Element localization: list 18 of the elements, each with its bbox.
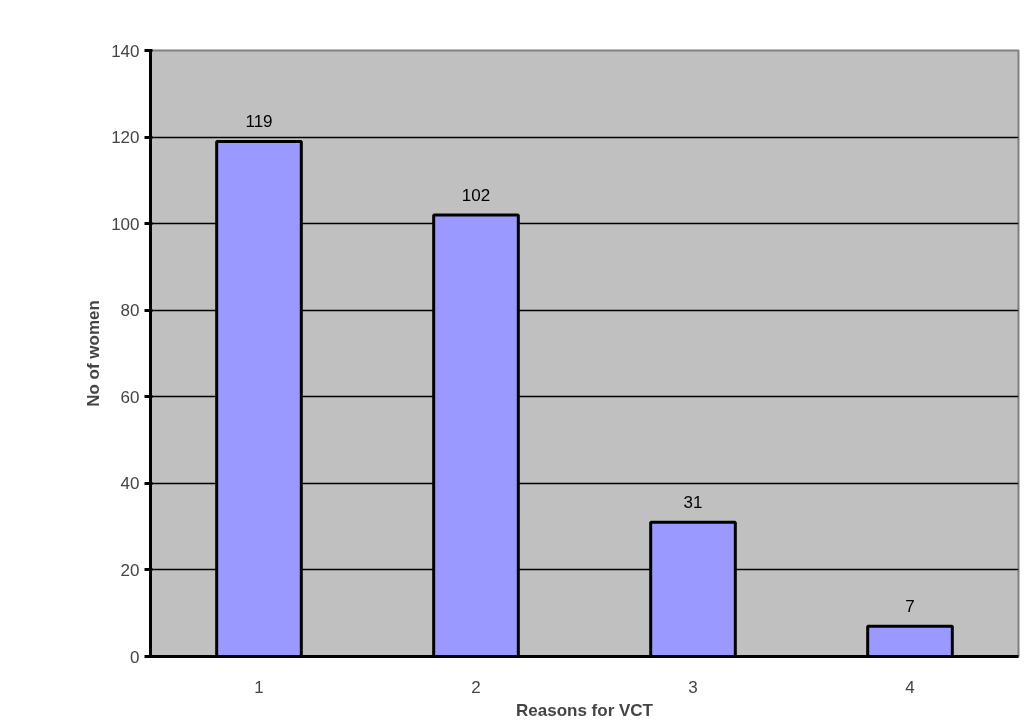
data-label: 102 — [461, 185, 491, 205]
x-tick-label: 4 — [905, 677, 915, 697]
y-tick-label: 40 — [120, 474, 140, 494]
data-label: 119 — [245, 112, 273, 132]
x-tick-label: 2 — [471, 677, 481, 697]
y-axis-title: No of women — [84, 300, 104, 407]
data-label: 7 — [905, 597, 915, 617]
y-tick-label: 0 — [130, 647, 140, 667]
y-tick-label: 20 — [120, 560, 140, 580]
x-axis-title: Reasons for VCT — [516, 700, 654, 720]
y-tick-label: 120 — [111, 128, 140, 148]
data-label: 31 — [683, 493, 703, 513]
y-tick-label: 140 — [111, 41, 140, 61]
x-tick-label: 3 — [688, 677, 698, 697]
y-tick-label: 100 — [111, 214, 140, 234]
x-tick-label: 1 — [254, 677, 264, 697]
y-tick-label: 60 — [120, 387, 140, 407]
y-tick-label: 80 — [120, 301, 140, 321]
